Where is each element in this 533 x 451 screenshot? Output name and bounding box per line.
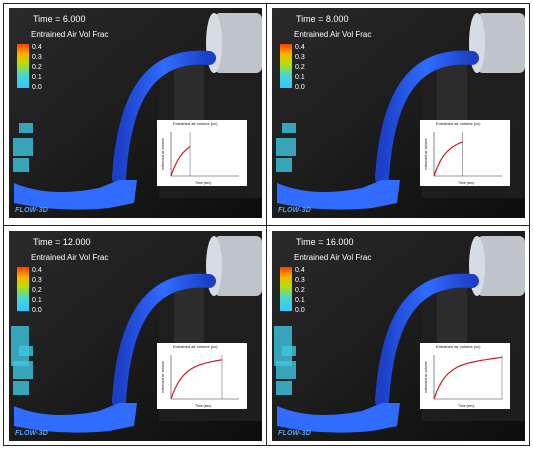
entrained-air-curve: [433, 141, 463, 177]
fluid-stream: [375, 50, 479, 185]
simulation-panel-time-12: Time = 12.000 Entrained Air Vol Frac 0.4…: [9, 231, 262, 441]
ladle-body: [477, 13, 525, 73]
legend-color-bar: [280, 267, 292, 311]
legend-tick: 0.0: [295, 84, 305, 91]
legend-tick: 0.2: [32, 287, 42, 294]
inset-title: Entrained air volume (cc): [173, 344, 218, 349]
entrained-air-region: [276, 158, 292, 172]
simulation-render: [9, 8, 262, 218]
legend-tick: 0.3: [32, 277, 42, 284]
simulation-panel-time-6: Time = 6.000 Entrained Air Vol Frac 0.4 …: [9, 8, 262, 218]
simulation-panel-time-8: Time = 8.000 Entrained Air Vol Frac 0.4 …: [272, 8, 525, 218]
grid-divider-vertical: [266, 3, 267, 446]
inset-x-axis-label: Time (sec): [195, 404, 212, 408]
legend-tick: 0.4: [32, 44, 42, 51]
ladle-body: [477, 236, 525, 296]
field-label: Entrained Air Vol Frac: [31, 253, 109, 262]
entrained-air-inset-chart: Entrained air volume (cc) entrained air …: [420, 120, 510, 186]
legend-tick: 0.3: [295, 277, 305, 284]
inset-title: Entrained air volume (cc): [436, 344, 481, 349]
inset-title: Entrained air volume (cc): [436, 121, 481, 126]
time-label: Time = 6.000: [33, 14, 86, 24]
entrained-air-region: [13, 138, 33, 156]
simulation-panel-time-16: Time = 16.000 Entrained Air Vol Frac 0.4…: [272, 231, 525, 441]
inset-plot: [170, 355, 239, 400]
legend-tick: 0.2: [295, 64, 305, 71]
legend-tick: 0.2: [295, 287, 305, 294]
entrained-air-region: [13, 158, 29, 172]
color-legend: 0.4 0.3 0.2 0.1 0.0: [17, 267, 57, 314]
legend-tick: 0.3: [32, 54, 42, 61]
legend-tick: 0.0: [32, 307, 42, 314]
fluid-stream: [375, 273, 479, 408]
legend-tick: 0.3: [295, 54, 305, 61]
simulation-render: [272, 8, 525, 218]
inset-plot: [433, 355, 503, 400]
entrained-air-region: [19, 123, 33, 133]
legend-tick: 0.4: [295, 267, 305, 274]
ladle-body: [214, 13, 262, 73]
flow3d-logo: FLOW-3D: [278, 207, 312, 214]
legend-tick: 0.0: [32, 84, 42, 91]
entrained-air-inset-chart: Entrained air volume (cc) entrained air …: [157, 120, 247, 186]
inset-x-axis-label: Time (sec): [458, 181, 475, 185]
grid-divider-horizontal: [3, 225, 530, 226]
inset-title: Entrained air volume (cc): [173, 121, 218, 126]
inset-y-axis-label: entrained air volume: [160, 361, 165, 393]
fluid-stream: [112, 273, 216, 408]
entrained-air-region: [274, 326, 292, 366]
legend-color-bar: [280, 44, 292, 88]
inset-y-axis-label: entrained air volume: [423, 138, 428, 170]
legend-tick: 0.4: [32, 267, 42, 274]
entrained-air-inset-chart: Entrained air volume (cc) entrained air …: [420, 343, 510, 409]
legend-tick: 0.0: [295, 307, 305, 314]
field-label: Entrained Air Vol Frac: [31, 30, 109, 39]
entrained-air-curve: [433, 356, 503, 400]
legend-tick: 0.2: [32, 64, 42, 71]
inset-x-axis-label: Time (sec): [458, 404, 475, 408]
simulation-render: [9, 231, 262, 441]
inset-y-axis-label: entrained air volume: [160, 138, 165, 170]
inset-x-axis-label: Time (sec): [195, 181, 212, 185]
entrained-air-region: [282, 123, 296, 133]
legend-color-bar: [17, 267, 29, 311]
time-label: Time = 8.000: [296, 14, 349, 24]
entrained-air-region: [11, 326, 29, 366]
field-label: Entrained Air Vol Frac: [294, 253, 372, 262]
fluid-basin: [277, 403, 400, 433]
entrained-air-region: [276, 381, 292, 395]
flow3d-logo: FLOW-3D: [15, 207, 49, 214]
entrained-air-curve: [170, 359, 223, 400]
ladle-body: [214, 236, 262, 296]
fluid-basin: [14, 403, 137, 433]
legend-tick: 0.1: [32, 297, 42, 304]
legend-tick: 0.1: [295, 74, 305, 81]
entrained-air-region: [276, 138, 296, 156]
legend-tick: 0.1: [295, 297, 305, 304]
inset-plot: [170, 132, 239, 177]
time-label: Time = 12.000: [33, 237, 91, 247]
fluid-basin: [277, 180, 400, 210]
field-label: Entrained Air Vol Frac: [294, 30, 372, 39]
inset-plot: [433, 132, 502, 177]
flow3d-logo: FLOW-3D: [15, 430, 49, 437]
entrained-air-inset-chart: Entrained air volume (cc) entrained air …: [157, 343, 247, 409]
legend-tick: 0.1: [32, 74, 42, 81]
flow3d-logo: FLOW-3D: [278, 430, 312, 437]
entrained-air-curve: [170, 146, 191, 177]
simulation-render: [272, 231, 525, 441]
color-legend: 0.4 0.3 0.2 0.1 0.0: [280, 44, 320, 91]
time-label: Time = 16.000: [296, 237, 354, 247]
fluid-stream: [112, 50, 216, 185]
legend-color-bar: [17, 44, 29, 88]
legend-tick: 0.4: [295, 44, 305, 51]
color-legend: 0.4 0.3 0.2 0.1 0.0: [17, 44, 57, 91]
entrained-air-region: [13, 381, 29, 395]
color-legend: 0.4 0.3 0.2 0.1 0.0: [280, 267, 320, 314]
inset-y-axis-label: entrained air volume: [423, 361, 428, 393]
fluid-basin: [14, 180, 137, 210]
